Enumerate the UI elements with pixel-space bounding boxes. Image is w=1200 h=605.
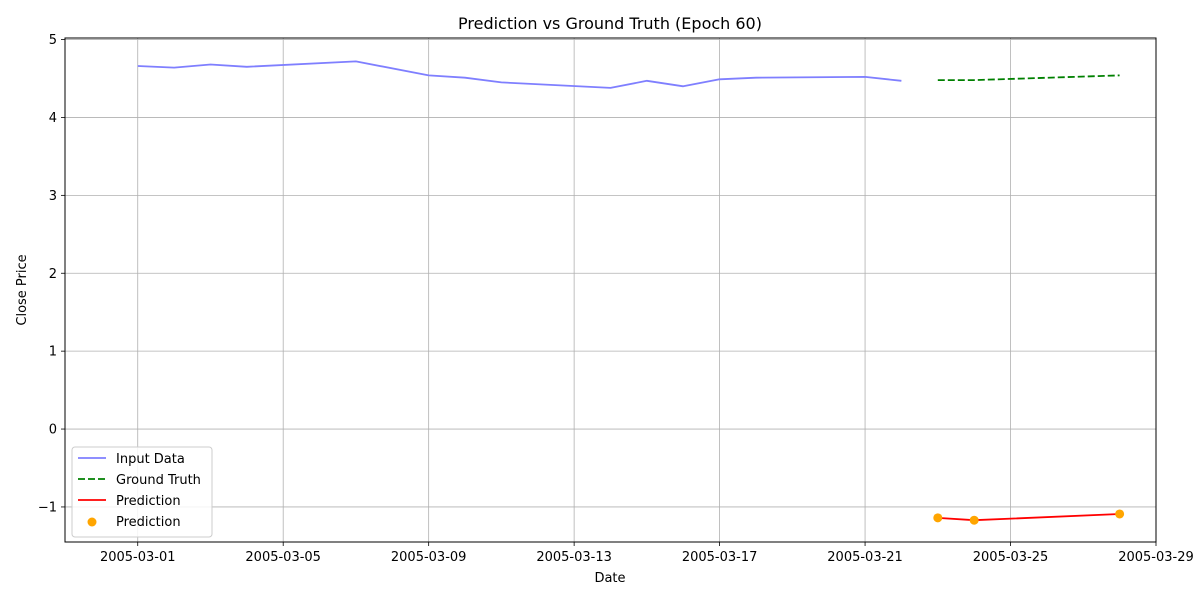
legend-label: Prediction: [116, 494, 181, 509]
x-tick-label: 2005-03-17: [682, 550, 758, 565]
y-tick-label: 3: [49, 189, 57, 204]
y-axis: −1 0 1 2 3 4 5: [38, 33, 65, 515]
x-tick-label: 2005-03-09: [391, 550, 467, 565]
legend-label: Ground Truth: [116, 473, 201, 488]
plot-frame: [64, 37, 1157, 543]
y-tick-label: −1: [38, 500, 57, 515]
scatter-point-prediction: [1115, 509, 1125, 519]
scatter-point-prediction: [969, 515, 979, 525]
legend: Input Data Ground Truth Prediction Predicti…: [71, 446, 213, 538]
series-layer: [137, 60, 1125, 525]
series-line-prediction: [937, 513, 1120, 522]
x-axis: 2005-03-01 2005-03-05 2005-03-09 2005-03-13…: [100, 542, 1194, 565]
legend-marker-prediction: [87, 517, 97, 527]
x-tick-label: 2005-03-21: [827, 550, 903, 565]
y-tick-label: 4: [49, 111, 57, 126]
scatter-point-prediction: [933, 513, 943, 523]
legend-label: Prediction: [116, 515, 181, 530]
legend-box: [71, 446, 213, 538]
series-line-ground-truth: [937, 74, 1120, 81]
x-axis-label: Date: [594, 571, 625, 586]
y-tick-label: 1: [49, 345, 57, 360]
series-line-input-data: [137, 60, 902, 89]
chart-title: Prediction vs Ground Truth (Epoch 60): [458, 14, 762, 33]
x-tick-label: 2005-03-25: [973, 550, 1049, 565]
y-tick-label: 2: [49, 267, 57, 282]
legend-label: Input Data: [116, 452, 185, 467]
y-tick-label: 0: [49, 423, 57, 438]
grid: [65, 38, 1157, 542]
y-axis-label: Close Price: [15, 254, 30, 325]
x-tick-label: 2005-03-01: [100, 550, 176, 565]
x-tick-label: 2005-03-13: [536, 550, 612, 565]
x-tick-label: 2005-03-05: [245, 550, 321, 565]
y-tick-label: 5: [49, 33, 57, 48]
x-tick-label: 2005-03-29: [1118, 550, 1194, 565]
